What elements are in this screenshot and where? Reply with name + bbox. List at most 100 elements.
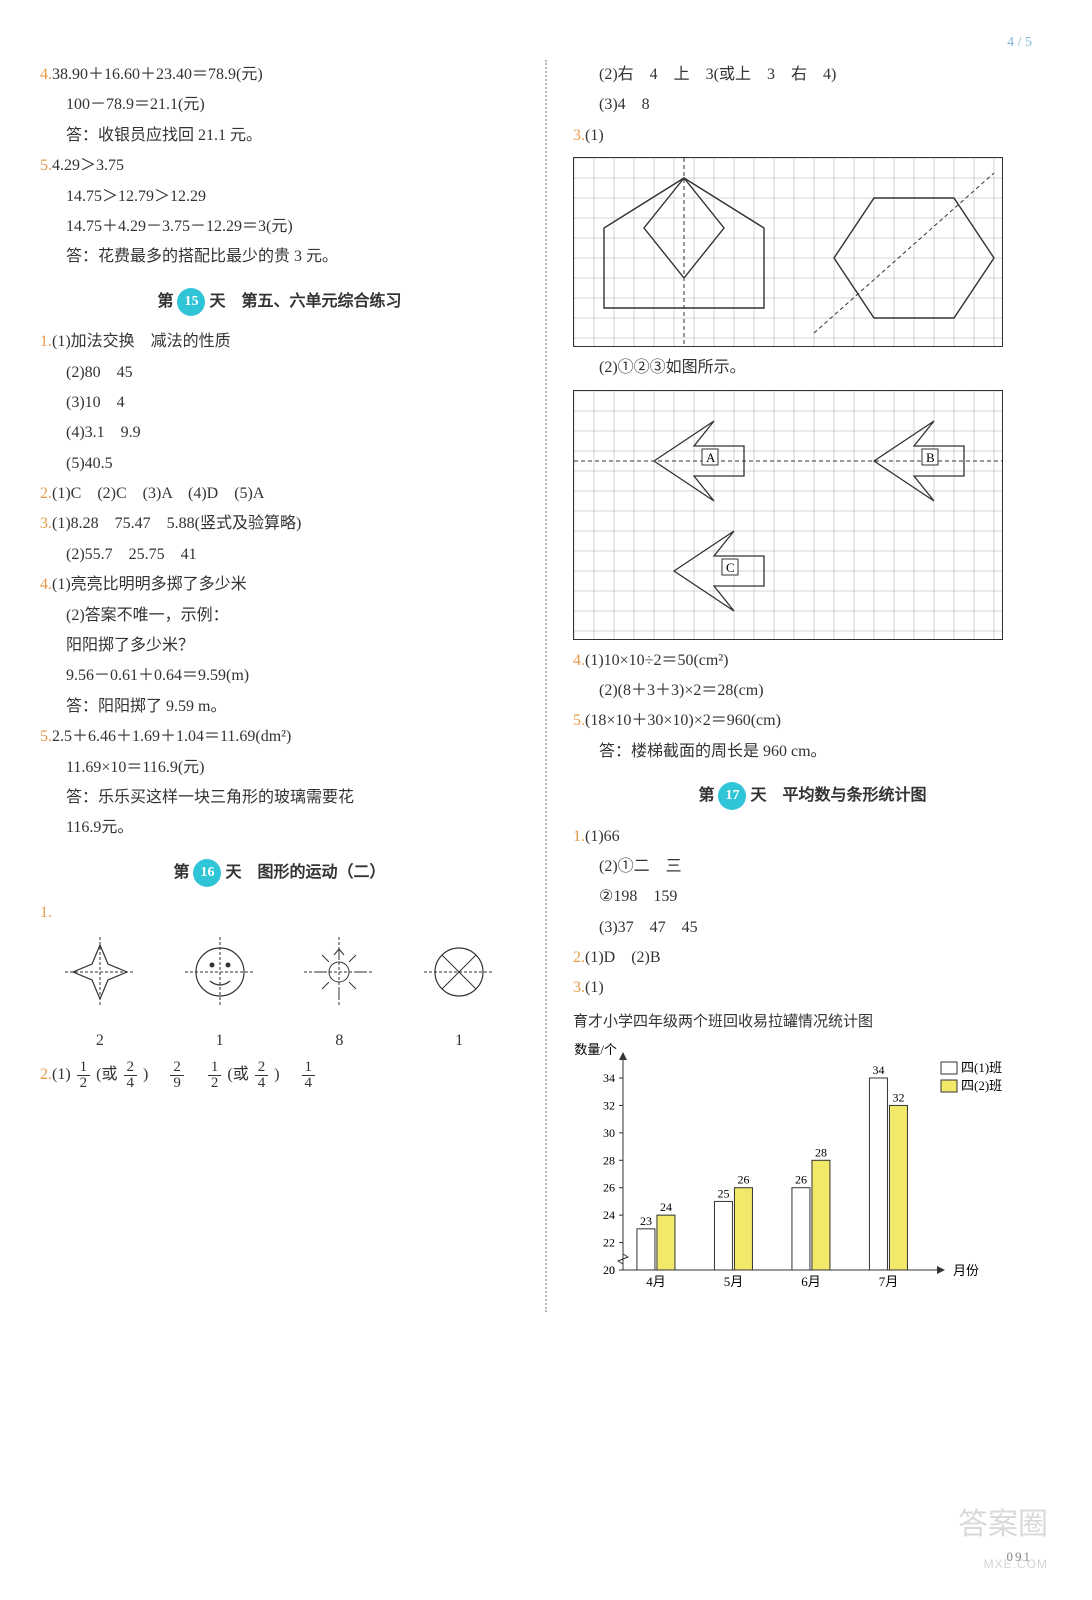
text-line: (2)①二 三 [573,852,1052,882]
svg-text:32: 32 [603,1099,615,1113]
q-number: 1. [573,828,585,845]
svg-text:26: 26 [737,1173,749,1187]
d15-q3: 3.(1)8.28 75.47 5.88(竖式及验算略) (2)55.7 25.… [40,509,519,570]
title-part: 天 [209,293,225,310]
text-line: (2)答案不唯一，示例： [40,601,519,631]
q5-block: 5.4.29＞3.75 14.75＞12.79＞12.29 14.75＋4.29… [40,151,519,273]
d16-q2: 2.(1) 12 (或 24 ) 29 12 (或 24 ) 14 [40,1060,519,1091]
title-part: 天 [750,787,766,804]
svg-text:数量/个: 数量/个 [574,1042,617,1057]
text-line: 11.69×10＝116.9(元) [40,753,519,783]
shape-circle-x [414,937,504,1018]
text-line: (2)55.7 25.75 41 [40,540,519,570]
text-line: (1)C (2)C (3)A (4)D (5)A [52,485,264,502]
q-number: 3. [573,979,585,996]
text: ) [274,1067,279,1084]
svg-text:34: 34 [603,1071,615,1085]
q-number: 5. [40,728,52,745]
bar-chart: 育才小学四年级两个班回收易拉罐情况统计图 数量/个月份2022242628303… [573,1008,1052,1312]
right-column: (2)右 4 上 3(或上 3 右 4) (3)4 8 3.(1) (2)①②③… [573,60,1052,1312]
q-number: 1. [40,333,52,350]
count: 8 [294,1026,384,1056]
text-line: (1)10×10÷2＝50(cm²) [585,652,728,669]
shapes-row [40,937,519,1018]
text-line: (1)8.28 75.47 5.88(竖式及验算略) [52,515,301,532]
svg-text:7月: 7月 [879,1274,899,1289]
watermark-url: MXE.COM [958,1553,1048,1576]
text-line: 答：花费最多的搭配比最少的贵 3 元。 [40,242,519,272]
grid-figure-1 [573,157,1003,347]
svg-text:月份: 月份 [953,1263,979,1278]
title-part: 第五、六单元综合练习 [242,293,402,310]
text-line: 4.29＞3.75 [52,157,124,174]
q-number: 4. [40,66,52,83]
d16-q4: 4.(1)10×10÷2＝50(cm²) (2)(8＋3＋3)×2＝28(cm) [573,646,1052,707]
svg-text:6月: 6月 [801,1274,821,1289]
text-line: 38.90＋16.60＋23.40＝78.9(元) [52,66,263,83]
svg-text:5月: 5月 [724,1274,744,1289]
fraction: 12 [77,1060,91,1091]
label-A: A [706,450,716,465]
text-line: (3)10 4 [40,388,519,418]
text-line: (2)右 4 上 3(或上 3 右 4) [573,60,1052,90]
shapes-counts: 2 1 8 1 [40,1026,519,1056]
watermark: 答案圈 MXE.COM [958,1496,1048,1576]
count: 1 [414,1026,504,1056]
q-number: 5. [573,712,585,729]
text-line: 14.75＋4.29－3.75－12.29＝3(元) [40,212,519,242]
q4-block: 4.38.90＋16.60＋23.40＝78.9(元) 100－78.9＝21.… [40,60,519,151]
day-badge: 15 [177,288,205,316]
d17-q1: 1.(1)66 (2)①二 三 ②198 159 (3)37 47 45 [573,822,1052,944]
d15-q5: 5.2.5＋6.46＋1.69＋1.04＝11.69(dm²) 11.69×10… [40,722,519,844]
text-line: 答：楼梯截面的周长是 960 cm。 [573,737,1052,767]
column-divider [545,60,547,1312]
title-part: 天 [225,864,241,881]
q-number: 3. [40,515,52,532]
text: ) [143,1067,148,1084]
svg-text:24: 24 [660,1201,672,1215]
q-number: 5. [40,157,52,174]
q-number: 2. [40,1067,52,1084]
count: 1 [175,1026,265,1056]
d15-q1: 1.(1)加法交换 减法的性质 (2)80 45 (3)10 4 (4)3.1 … [40,327,519,479]
text-line: 答：阳阳掷了 9.59 m。 [40,692,519,722]
title-part: 第 [157,293,173,310]
svg-text:四(1)班: 四(1)班 [961,1060,1002,1075]
svg-text:26: 26 [795,1173,807,1187]
shape-star4 [55,937,145,1018]
day-badge: 17 [718,782,746,810]
text-line: ②198 159 [573,882,1052,912]
text-line: (1)亮亮比明明多掷了多少米 [52,576,247,593]
svg-text:0: 0 [609,1263,615,1277]
text-line: (1) [585,127,604,144]
fraction: 24 [255,1060,269,1091]
day-badge: 16 [193,859,221,887]
fraction: 24 [124,1060,138,1091]
fraction: 29 [170,1060,184,1091]
count: 2 [55,1026,145,1056]
text-line: (4)3.1 9.9 [40,418,519,448]
text-line: (2)(8＋3＋3)×2＝28(cm) [573,676,1052,706]
text-line: (1) [585,979,604,996]
text-line: 答：收银员应找回 21.1 元。 [40,121,519,151]
title-part: 第 [698,787,714,804]
text-line: 9.56－0.61＋0.64＝9.59(m) [40,661,519,691]
text-line: 100－78.9＝21.1(元) [40,90,519,120]
label-B: B [926,450,935,465]
svg-text:28: 28 [603,1154,615,1168]
q-number: 2. [40,485,52,502]
svg-text:24: 24 [603,1209,615,1223]
q-number: 4. [40,576,52,593]
label-C: C [726,560,735,575]
text-line: 2.5＋6.46＋1.69＋1.04＝11.69(dm²) [52,728,291,745]
title-part: 平均数与条形统计图 [783,787,927,804]
bar-chart-svg: 数量/个月份20222426283032340四(1)班四(2)班23244月2… [573,1040,1043,1300]
svg-text:四(2)班: 四(2)班 [961,1078,1002,1093]
q-number: 2. [573,949,585,966]
text-line: (5)40.5 [40,449,519,479]
q-number: 3. [573,127,585,144]
fraction: 12 [208,1060,222,1091]
text-line: 14.75＞12.79＞12.29 [40,182,519,212]
text-line: 116.9元。 [40,813,519,843]
text: (或 [96,1067,117,1084]
